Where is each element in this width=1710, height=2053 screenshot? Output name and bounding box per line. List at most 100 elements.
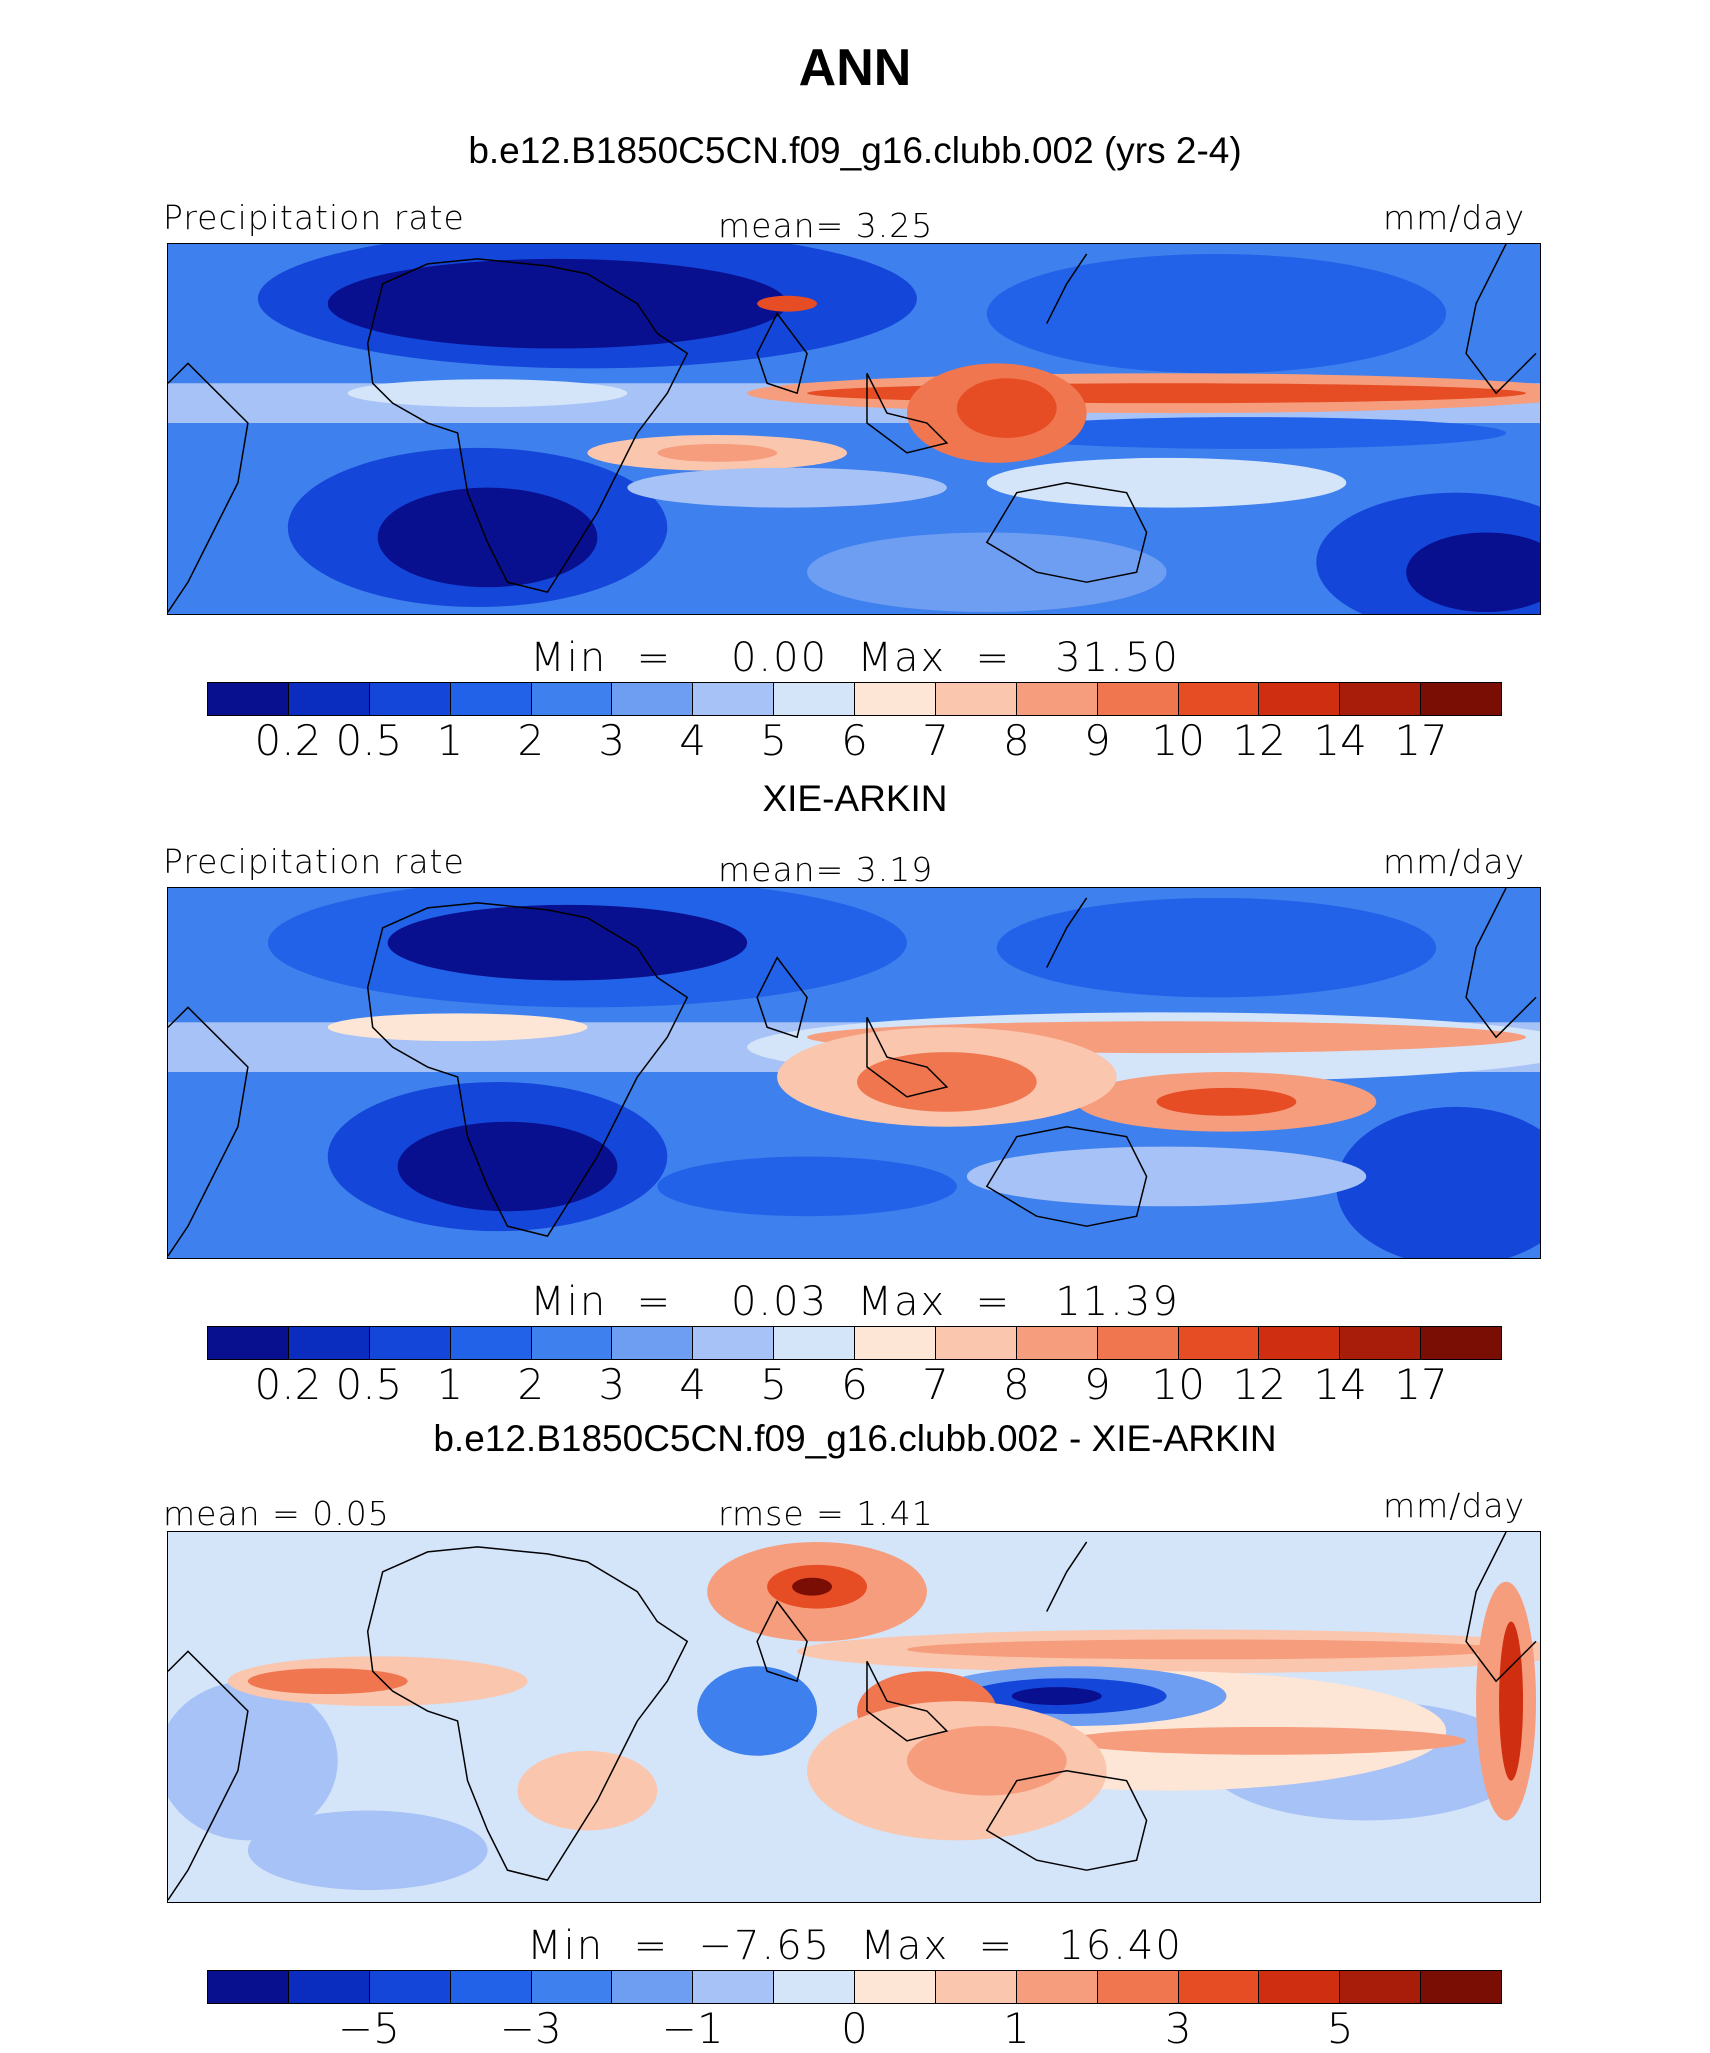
colorbar-swatch [1016,683,1098,715]
colorbar-tick-label: 10 [1151,716,1205,765]
colorbar-swatch [935,683,1017,715]
panel-3-map-svg [168,1532,1540,1902]
colorbar-swatch [1340,1327,1422,1359]
colorbar-swatch [693,683,775,715]
colorbar-tick-label: 5 [760,1360,787,1409]
colorbar-tick-label: 0.5 [335,716,403,765]
colorbar-tick-label: 1 [436,1360,464,1409]
colorbar-swatch [1421,1971,1501,2003]
colorbar-swatch [450,1327,532,1359]
colorbar-swatch [288,1971,370,2003]
panel-3-units-label: mm/day [1383,1486,1526,1525]
colorbar-swatch [693,1971,775,2003]
colorbar-swatch [1097,1327,1179,1359]
colorbar-swatch [855,1327,936,1359]
colorbar-tick-label: 3 [598,1360,626,1409]
colorbar-tick-label: 0.2 [254,716,322,765]
colorbar-tick-label: 17 [1394,1360,1448,1409]
colorbar-swatch [855,1971,936,2003]
colorbar-tick-label: 1 [1003,2004,1030,2053]
colorbar-swatch [1421,683,1501,715]
colorbar-tick-label: 6 [841,1360,868,1409]
colorbar-tick-label: 2 [517,716,545,765]
panel-3-mean-label: mean = 0.05 [163,1494,390,1533]
colorbar-tick-label: 1 [436,716,464,765]
colorbar-swatch [935,1327,1017,1359]
colorbar-tick-label: −5 [337,2004,400,2053]
panel-3-heading: b.e12.B1850C5CN.f09_g16.clubb.002 - XIE-… [433,1418,1277,1459]
colorbar-swatch [935,1971,1017,2003]
colorbar-tick-label: 17 [1394,716,1448,765]
colorbar-tick-label: 5 [1326,2004,1354,2053]
panel-2-map [167,887,1541,1259]
colorbar-swatch [774,1971,855,2003]
panel-2-map-svg [168,888,1540,1258]
colorbar-tick-label: 8 [1003,1360,1030,1409]
colorbar-tick-label: −3 [499,2004,562,2053]
panel-1-variable-label: Precipitation rate [163,198,465,237]
colorbar-tick-label: −1 [661,2004,724,2053]
panel-2-minmax: Min = 0.03 Max = 11.39 [530,1279,1180,1325]
colorbar-tick-label: 14 [1313,1360,1367,1409]
panel-1-map-svg [168,244,1540,614]
colorbar-swatch [693,1327,775,1359]
colorbar-swatch [288,1327,370,1359]
colorbar-swatch [1340,683,1422,715]
colorbar-swatch [369,1971,451,2003]
panel-2-variable-label: Precipitation rate [163,842,465,881]
colorbar-tick-label: 8 [1003,716,1030,765]
colorbar-swatch [774,683,855,715]
colorbar-swatch [855,683,936,715]
panel-3-colorbar [207,1970,1502,2004]
colorbar-swatch [612,1971,694,2003]
colorbar-swatch [531,1327,613,1359]
colorbar-tick-label: 0.2 [254,1360,322,1409]
colorbar-swatch [1259,683,1341,715]
colorbar-swatch [612,683,694,715]
colorbar-swatch [288,683,370,715]
colorbar-tick-label: 0 [841,2004,868,2053]
colorbar-tick-label: 14 [1313,716,1367,765]
panel-1-mean-label: mean= 3.25 [718,206,934,245]
colorbar-swatch [1097,1971,1179,2003]
panel-3-map [167,1531,1541,1903]
panel-2-mean-label: mean= 3.19 [718,850,934,889]
panel-3-rmse-label: rmse = 1.41 [718,1494,934,1533]
colorbar-swatch [1259,1971,1341,2003]
colorbar-tick-label: 9 [1083,716,1111,765]
panel-1-heading: b.e12.B1850C5CN.f09_g16.clubb.002 (yrs 2… [468,130,1242,171]
colorbar-tick-label: 10 [1151,1360,1205,1409]
colorbar-swatch [1178,1971,1260,2003]
colorbar-swatch [1097,683,1179,715]
colorbar-swatch [1259,1327,1341,1359]
colorbar-swatch [450,1971,532,2003]
colorbar-swatch [612,1327,694,1359]
panel-1-map [167,243,1541,615]
colorbar-tick-label: 9 [1083,1360,1111,1409]
colorbar-tick-label: 0.5 [335,1360,403,1409]
colorbar-swatch [369,683,451,715]
colorbar-swatch [531,683,613,715]
panel-2-colorbar [207,1326,1502,1360]
colorbar-swatch [1016,1971,1098,2003]
colorbar-tick-label: 2 [517,1360,545,1409]
colorbar-swatch [369,1327,451,1359]
colorbar-tick-label: 6 [841,716,868,765]
panel-3-minmax: Min = −7.65 Max = 16.40 [527,1923,1183,1969]
page-title: ANN [798,39,912,97]
colorbar-tick-label: 12 [1232,1360,1286,1409]
panel-2-units-label: mm/day [1383,842,1526,881]
colorbar-tick-label: 7 [922,1360,949,1409]
panel-1-minmax: Min = 0.00 Max = 31.50 [530,635,1180,681]
panel-2-heading: XIE-ARKIN [762,778,948,819]
colorbar-tick-label: 12 [1232,716,1286,765]
colorbar-tick-label: 3 [598,716,626,765]
colorbar-swatch [774,1327,855,1359]
colorbar-swatch [1016,1327,1098,1359]
panel-1-units-label: mm/day [1383,198,1526,237]
colorbar-swatch [1178,683,1260,715]
colorbar-swatch [1178,1327,1260,1359]
colorbar-swatch [208,683,289,715]
colorbar-swatch [531,1971,613,2003]
colorbar-tick-label: 5 [760,716,787,765]
